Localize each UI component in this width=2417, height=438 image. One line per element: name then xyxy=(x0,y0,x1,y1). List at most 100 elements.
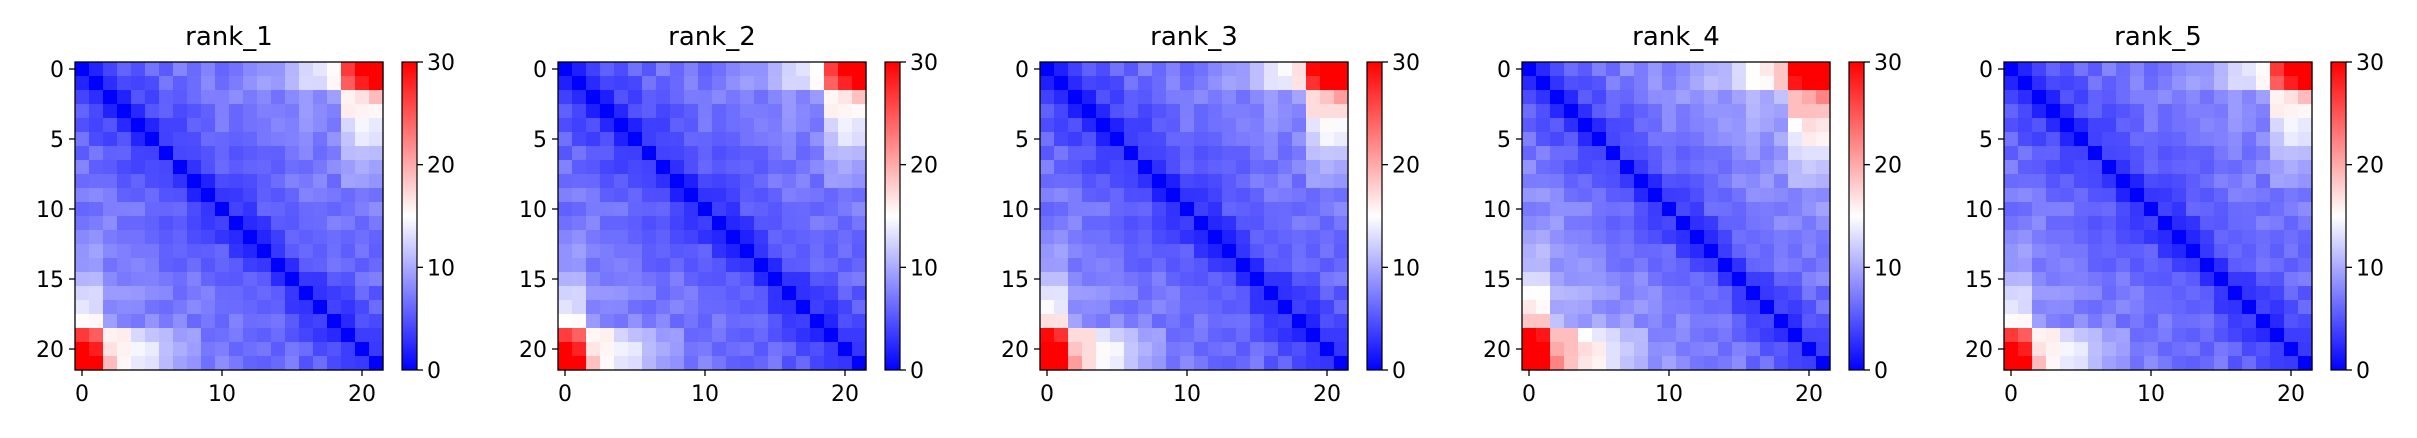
heatmap-cell xyxy=(2158,342,2173,357)
heatmap-cell xyxy=(2060,314,2075,329)
heatmap-cell xyxy=(1760,202,1775,217)
heatmap-cell xyxy=(215,258,230,273)
heatmap-cell xyxy=(271,160,286,175)
heatmap-cell xyxy=(89,160,104,175)
heatmap-cell xyxy=(1732,132,1747,147)
heatmap-cell xyxy=(768,300,783,315)
heatmap-cell xyxy=(2046,188,2061,203)
heatmap-cell xyxy=(1054,146,1069,161)
heatmap-cell xyxy=(1306,90,1321,105)
heatmap-cell xyxy=(1718,356,1733,371)
heatmap-cell xyxy=(1250,146,1265,161)
heatmap-cell xyxy=(271,258,286,273)
heatmap-cell xyxy=(1222,146,1237,161)
heatmap-cell xyxy=(1774,132,1789,147)
heatmap-cell xyxy=(2186,342,2201,357)
heatmap-cell xyxy=(586,272,601,287)
heatmap-cell xyxy=(2214,118,2229,133)
heatmap-cell xyxy=(215,174,230,189)
heatmap-cell xyxy=(1166,104,1181,119)
heatmap-cell xyxy=(2200,146,2215,161)
heatmap-cell xyxy=(159,342,174,357)
heatmap-cell xyxy=(1194,188,1209,203)
heatmap-cell xyxy=(1208,230,1223,245)
heatmap-cell xyxy=(327,202,342,217)
heatmap-cell xyxy=(796,356,811,371)
heatmap-cell xyxy=(838,160,853,175)
heatmap-cell xyxy=(2186,188,2201,203)
heatmap-cell xyxy=(369,356,384,371)
heatmap-cell xyxy=(1704,356,1719,371)
heatmap-cell xyxy=(670,328,685,343)
heatmap-cell xyxy=(1250,188,1265,203)
heatmap-cell xyxy=(642,160,657,175)
heatmap-cell xyxy=(768,160,783,175)
heatmap-cell xyxy=(1746,118,1761,133)
heatmap-cell xyxy=(355,118,370,133)
heatmap-cell xyxy=(2256,160,2271,175)
heatmap-cell xyxy=(1040,356,1055,371)
heatmap-cell xyxy=(1278,160,1293,175)
heatmap-cell xyxy=(1550,62,1565,77)
heatmap-cell xyxy=(2074,216,2089,231)
heatmap-cell xyxy=(1648,342,1663,357)
heatmap-cell xyxy=(698,104,713,119)
heatmap-cell xyxy=(852,286,867,301)
heatmap-cell xyxy=(1690,188,1705,203)
heatmap-cell xyxy=(726,160,741,175)
heatmap-cell xyxy=(684,230,699,245)
heatmap-cell xyxy=(299,188,314,203)
heatmap-cell xyxy=(173,272,188,287)
heatmap-cell xyxy=(1816,90,1831,105)
heatmap-cell xyxy=(285,132,300,147)
heatmap-cell xyxy=(1634,118,1649,133)
heatmap-cell xyxy=(1068,314,1083,329)
heatmap-cell xyxy=(810,216,825,231)
heatmap-cell xyxy=(796,188,811,203)
heatmap-cell xyxy=(656,202,671,217)
heatmap-cell xyxy=(698,132,713,147)
heatmap-cell xyxy=(2102,160,2117,175)
heatmap-cell xyxy=(2172,104,2187,119)
heatmap-cell xyxy=(2018,230,2033,245)
heatmap-cell xyxy=(824,118,839,133)
heatmap-cell xyxy=(145,174,160,189)
heatmap-cell xyxy=(2046,300,2061,315)
heatmap-cell xyxy=(2242,174,2257,189)
heatmap-cell xyxy=(1536,146,1551,161)
heatmap-cell xyxy=(838,342,853,357)
heatmap-cell xyxy=(1620,216,1635,231)
heatmap-cell xyxy=(824,76,839,91)
heatmap-cell xyxy=(2200,342,2215,357)
heatmap-cell xyxy=(1718,160,1733,175)
heatmap-cell xyxy=(1278,216,1293,231)
heatmap-cell xyxy=(341,258,356,273)
heatmap-cell xyxy=(229,272,244,287)
heatmap-cell xyxy=(1222,286,1237,301)
heatmap-cell xyxy=(726,356,741,371)
heatmap-cell xyxy=(2046,202,2061,217)
heatmap-cell xyxy=(2256,300,2271,315)
heatmap-cell xyxy=(2074,286,2089,301)
y-tick-label: 15 xyxy=(1965,268,1993,293)
heatmap-cell xyxy=(1606,132,1621,147)
heatmap-cell xyxy=(159,356,174,371)
heatmap-cell xyxy=(2032,258,2047,273)
heatmap-cell xyxy=(243,188,258,203)
heatmap-cell xyxy=(2144,216,2159,231)
heatmap-cell xyxy=(2004,62,2019,77)
heatmap-cell xyxy=(2242,104,2257,119)
heatmap-cell xyxy=(117,244,132,259)
heatmap-cell xyxy=(1082,146,1097,161)
heatmap-cell xyxy=(369,76,384,91)
heatmap-cell xyxy=(684,328,699,343)
heatmap-cell xyxy=(1676,286,1691,301)
heatmap-cell xyxy=(2256,202,2271,217)
heatmap-cell xyxy=(2130,104,2145,119)
heatmap-cell xyxy=(656,118,671,133)
heatmap-cell xyxy=(2088,314,2103,329)
heatmap-cell xyxy=(131,342,146,357)
heatmap-cell xyxy=(1124,230,1139,245)
heatmap-cell xyxy=(2158,118,2173,133)
heatmap-cell xyxy=(103,300,118,315)
